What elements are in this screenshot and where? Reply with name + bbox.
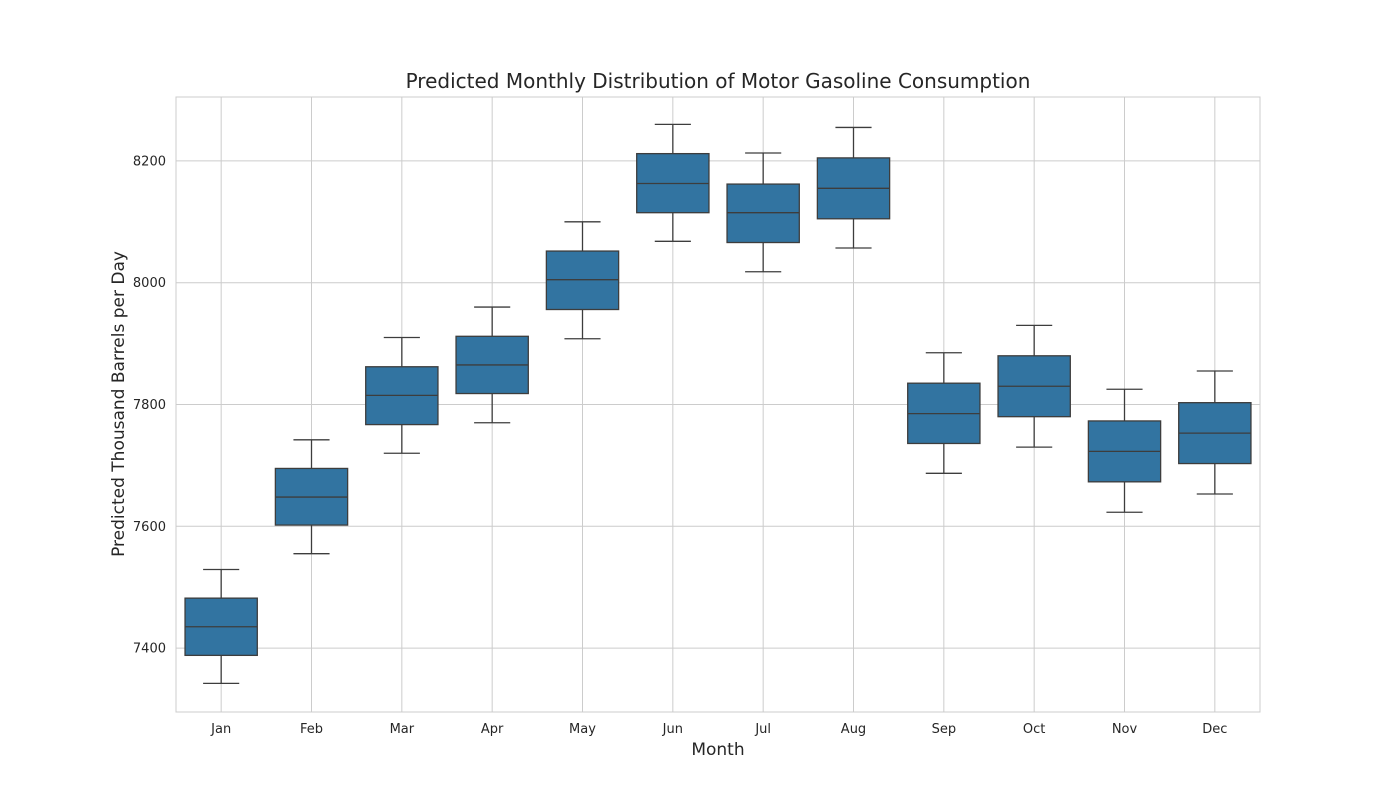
plot-frame [175,96,1261,713]
y-tick-label: 7400 [133,642,166,657]
x-tick-label: Mar [390,722,415,737]
x-tick-label: Jan [210,722,231,737]
box-jul [726,152,800,273]
box-feb [274,439,349,555]
x-tick-label: Oct [1023,722,1045,737]
box-may [545,221,620,340]
y-tick-label: 8200 [133,154,166,169]
box-dec [1178,370,1252,495]
x-tick-label: Nov [1112,722,1138,737]
grid-layer [176,97,1260,712]
y-tick-label: 7600 [133,520,166,535]
x-tick-label: Jun [662,722,683,737]
x-tick-label: Sep [932,722,957,737]
x-tick-label: Aug [841,722,866,737]
box-aug [816,126,891,249]
box-apr [455,306,529,424]
chart-title: Predicted Monthly Distribution of Motor … [406,69,1031,93]
x-tick-label: Dec [1202,722,1227,737]
x-tick-label: Jul [754,722,771,737]
box-oct [997,324,1071,448]
box-jan [184,568,258,685]
box-nov [1087,388,1162,513]
x-tick-label: May [569,722,596,737]
box-sep [907,352,981,474]
box-mar [365,336,439,454]
x-tick-label: Feb [300,722,323,737]
y-tick-label: 8000 [133,276,166,291]
box-jun [636,123,710,242]
boxes-layer [184,123,1252,685]
y-tick-label: 7800 [133,398,166,413]
y-axis-label: Predicted Thousand Barrels per Day [109,251,129,557]
x-axis-label: Month [691,740,744,760]
ticks-layer: 7400 7600 7800 8000 8200 Jan Feb Mar Apr May Jun Ju… [133,154,1228,737]
x-tick-label: Apr [481,722,504,737]
